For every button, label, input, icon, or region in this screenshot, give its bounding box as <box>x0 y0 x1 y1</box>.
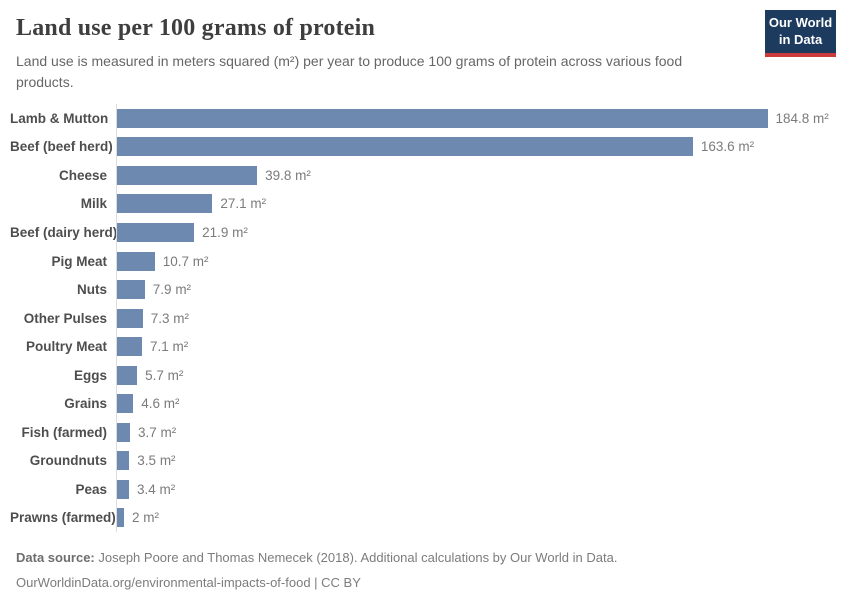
chart-row: Cheese 39.8 m² <box>10 161 834 190</box>
chart-subtitle: Land use is measured in meters squared (… <box>16 53 683 90</box>
page-title: Land use per 100 grams of protein <box>16 15 376 41</box>
chart-row: Fish (farmed) 3.7 m² <box>10 418 834 447</box>
chart-footer: Data source: Joseph Poore and Thomas Nem… <box>0 532 850 595</box>
chart-row: Beef (beef herd) 163.6 m² <box>10 132 834 162</box>
chart-row: Milk 27.1 m² <box>10 189 834 219</box>
bar-track: 5.7 m² <box>116 360 834 390</box>
bar-track: 3.7 m² <box>116 418 834 447</box>
value-label: 27.1 m² <box>220 196 267 212</box>
category-label: Prawns (farmed) <box>10 510 116 526</box>
chart-row: Prawns (farmed) 2 m² <box>10 503 834 533</box>
bar-track: 7.1 m² <box>116 332 834 361</box>
category-label: Beef (dairy herd) <box>10 224 118 240</box>
bar-track: 3.4 m² <box>116 475 834 504</box>
bar <box>117 251 155 271</box>
category-label: Peas <box>75 481 107 497</box>
bar-chart: Lamb & Mutton 184.8 m² Beef (beef herd) 163… <box>0 104 850 533</box>
bar <box>117 479 129 499</box>
bar <box>117 108 768 128</box>
chart-row: Peas 3.4 m² <box>10 475 834 504</box>
data-source-text: Joseph Poore and Thomas Nemecek (2018). … <box>94 550 618 566</box>
category-label: Fish (farmed) <box>21 424 107 440</box>
owid-logo: Our World in Data <box>765 10 836 57</box>
chart-header: Land use per 100 grams of protein Land u… <box>0 0 850 93</box>
value-label: 3.4 m² <box>137 481 176 497</box>
value-label: 39.8 m² <box>265 167 311 183</box>
value-label: 184.8 m² <box>775 110 829 126</box>
chart-row: Nuts 7.9 m² <box>10 275 834 304</box>
category-label: Poultry Meat <box>25 339 107 355</box>
bar <box>117 422 130 442</box>
value-label: 4.6 m² <box>141 396 180 412</box>
chart-row: Other Pulses 7.3 m² <box>10 303 834 333</box>
value-label: 21.9 m² <box>202 224 248 240</box>
category-label: Pig Meat <box>51 253 107 269</box>
category-label: Other Pulses <box>23 310 107 326</box>
bar <box>117 365 138 385</box>
citation-line: OurWorldinData.org/environmental-impacts… <box>16 574 361 590</box>
chart-row: Beef (dairy herd) 21.9 m² <box>10 218 834 247</box>
chart-row: Poultry Meat 7.1 m² <box>10 332 834 361</box>
chart-row: Lamb & Mutton 184.8 m² <box>10 104 834 133</box>
value-label: 2 m² <box>132 510 159 526</box>
bar-track: 39.8 m² <box>116 161 834 190</box>
bar <box>117 137 693 157</box>
bar <box>117 194 213 214</box>
bar <box>117 451 130 471</box>
chart-row: Eggs 5.7 m² <box>10 360 834 390</box>
category-label: Nuts <box>77 282 107 298</box>
category-label: Milk <box>80 196 107 212</box>
bar <box>117 394 134 414</box>
data-source-line: Data source: Joseph Poore and Thomas Nem… <box>16 546 834 571</box>
value-label: 7.1 m² <box>150 339 189 355</box>
value-label: 7.9 m² <box>152 282 192 298</box>
data-source-label: Data source: <box>16 550 95 566</box>
value-label: 5.7 m² <box>145 367 184 383</box>
chart-row: Grains 4.6 m² <box>10 389 834 419</box>
owid-logo-line1: Our World <box>768 15 833 30</box>
bar <box>117 508 124 528</box>
category-label: Lamb & Mutton <box>10 110 109 126</box>
bar-track: 7.9 m² <box>116 275 834 304</box>
value-label: 10.7 m² <box>162 253 209 269</box>
bar-track: 184.8 m² <box>116 104 834 133</box>
bar-track: 3.5 m² <box>116 446 834 476</box>
bar-track: 2 m² <box>116 503 834 533</box>
chart-row: Groundnuts 3.5 m² <box>10 446 834 476</box>
category-label: Eggs <box>73 367 107 383</box>
category-label: Grains <box>64 396 107 412</box>
bar <box>117 165 258 185</box>
chart-row: Pig Meat 10.7 m² <box>10 246 834 276</box>
bar <box>117 222 195 242</box>
value-label: 7.3 m² <box>150 310 189 326</box>
bar-track: 21.9 m² <box>116 218 834 247</box>
value-label: 163.6 m² <box>700 139 755 155</box>
bar <box>117 337 142 357</box>
bar-track: 10.7 m² <box>116 246 834 276</box>
bar-track: 7.3 m² <box>116 303 834 333</box>
value-label: 3.5 m² <box>137 453 176 469</box>
bar <box>117 280 145 300</box>
bar-track: 4.6 m² <box>116 389 834 419</box>
bar-track: 27.1 m² <box>116 189 834 219</box>
owid-logo-line2: in Data <box>778 31 823 47</box>
bar <box>117 308 143 328</box>
category-label: Beef (beef herd) <box>10 139 113 155</box>
bar-track: 163.6 m² <box>116 132 834 162</box>
value-label: 3.7 m² <box>138 424 177 440</box>
category-label: Groundnuts <box>29 453 107 469</box>
category-label: Cheese <box>58 167 107 183</box>
